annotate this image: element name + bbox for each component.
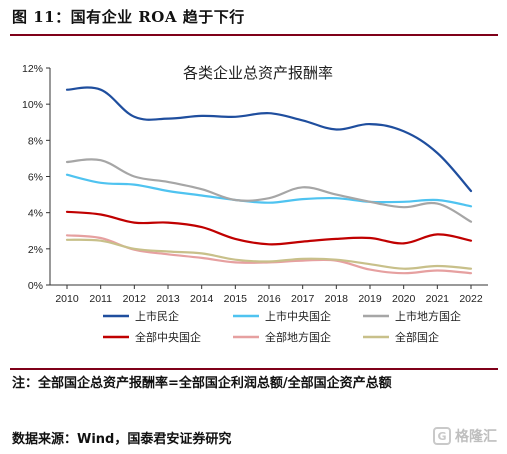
series-line-1 (65, 86, 473, 193)
y-tick-label: 2% (28, 244, 43, 256)
x-tick-label: 2018 (325, 293, 349, 305)
figure-source: 数据来源：Wind，国泰君安证券研究 (12, 432, 232, 447)
y-tick-label: 0% (28, 280, 43, 292)
x-tick-label: 2015 (224, 293, 248, 305)
series-line-2 (65, 173, 473, 208)
bottom-rule (10, 368, 498, 370)
x-tick-label: 2019 (358, 293, 382, 305)
series-line-6 (65, 238, 473, 270)
y-tick-label: 8% (28, 135, 43, 147)
y-tick-label: 10% (22, 99, 43, 111)
figure-note: 注：全部国企总资产报酬率=全部国企利润总额/全部国企资产总额 (12, 376, 392, 391)
legend-label-4: 全部中央国企 (135, 330, 201, 344)
legend-label-5: 全部地方国企 (265, 330, 331, 344)
x-tick-label: 2012 (123, 293, 147, 305)
x-tick-label: 2016 (257, 293, 281, 305)
legend-label-1: 上市民企 (135, 309, 179, 323)
x-tick-label: 2017 (291, 293, 315, 305)
chart-title: 各类企业总资产报酬率 (183, 64, 333, 82)
legend-label-2: 上市中央国企 (265, 309, 331, 323)
x-tick-label: 2020 (392, 293, 416, 305)
series-line-3 (65, 158, 473, 223)
figure-title: 图 11：国有企业 ROA 趋于下行 (12, 8, 245, 26)
x-tick-label: 2014 (190, 293, 214, 305)
y-tick-label: 12% (22, 63, 43, 75)
legend-label-3: 上市地方国企 (395, 309, 461, 323)
x-tick-label: 2010 (55, 293, 79, 305)
x-tick-label: 2022 (459, 293, 483, 305)
y-tick-label: 4% (28, 208, 43, 220)
x-tick-label: 2013 (156, 293, 180, 305)
legend-label-6: 全部国企 (395, 330, 439, 344)
y-tick-label: 6% (28, 172, 43, 184)
roa-line-chart: 各类企业总资产报酬率 0% 2% 4% 6% 8% 10% 12% 2010 2011 2012 2… (22, 63, 488, 344)
watermark-text: 格隆汇 (455, 429, 497, 445)
x-tick-label: 2021 (426, 293, 450, 305)
x-tick-label: 2011 (89, 293, 112, 305)
g-logo-icon: G (433, 427, 451, 445)
top-rule (10, 34, 498, 36)
series-line-4 (65, 210, 473, 246)
watermark: G 格隆汇 (433, 426, 497, 446)
